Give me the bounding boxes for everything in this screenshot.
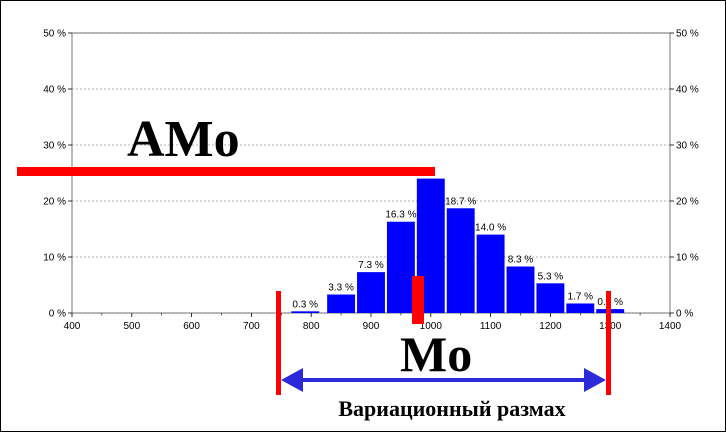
histogram-bar [386,221,415,313]
histogram-bar [327,294,356,313]
amo-line [17,167,435,176]
y-tick-label-left: 0 % [49,309,66,320]
bar-value-label: 14.0 % [475,223,506,234]
y-tick-label-left: 20 % [43,197,66,208]
x-tick-label: 600 [183,321,200,332]
histogram-bar [476,234,505,313]
x-tick-label: 700 [243,321,260,332]
x-tick-label: 800 [303,321,320,332]
x-tick-label: 900 [363,321,380,332]
y-axis: 0 % 0 % 10 % 10 % 20 % 20 % 30 % 30 % 40 % 40 % 50… [43,29,699,320]
bar-value-label: 0.3 % [292,299,318,310]
histogram-bar [357,272,385,313]
bar-value-label: 7.3 % [358,260,384,271]
bar-value-label: 16.3 % [385,210,416,221]
mo-marker [412,276,424,324]
histogram-bar [446,208,475,313]
range-left-bound [276,291,281,395]
y-tick-label-left: 40 % [43,85,66,96]
y-tick-label-right: 30 % [676,141,699,152]
histogram-bar [566,303,595,313]
range-caption: Вариационный размах [338,396,565,421]
range-right-bound [606,291,611,395]
bar-value-label: 5.3 % [538,271,564,282]
bar-value-label: 18.7 % [445,196,476,207]
range-arrow-left-head [281,368,303,392]
y-tick-label-right: 0 % [676,309,693,320]
y-tick-label-right: 50 % [676,29,699,40]
bar-value-label: 8.3 % [508,255,534,266]
y-tick-label-right: 10 % [676,253,699,264]
x-tick-label: 500 [123,321,140,332]
y-tick-label-left: 10 % [43,253,66,264]
bar-value-label: 3.3 % [328,283,354,294]
x-tick-label: 1200 [539,321,562,332]
x-tick-label: 1000 [420,321,443,332]
x-tick-label: 400 [64,321,81,332]
histogram-bar [506,266,535,313]
histogram-bar [291,311,320,313]
bar-value-label: 1.7 % [568,291,594,302]
y-tick-label-right: 20 % [676,197,699,208]
y-tick-label-right: 40 % [676,85,699,96]
x-tick-label: 1400 [659,321,682,332]
histogram-bar [536,283,565,313]
x-tick-label: 1100 [480,321,502,332]
y-tick-label-left: 50 % [43,29,66,40]
mo-label: Mo [400,326,472,382]
amo-label: AMo [127,111,240,168]
y-tick-label-left: 30 % [43,141,66,152]
range-arrow-right-head [584,368,606,392]
x-axis: 40050060070080090010001100120013001400 [64,313,682,332]
